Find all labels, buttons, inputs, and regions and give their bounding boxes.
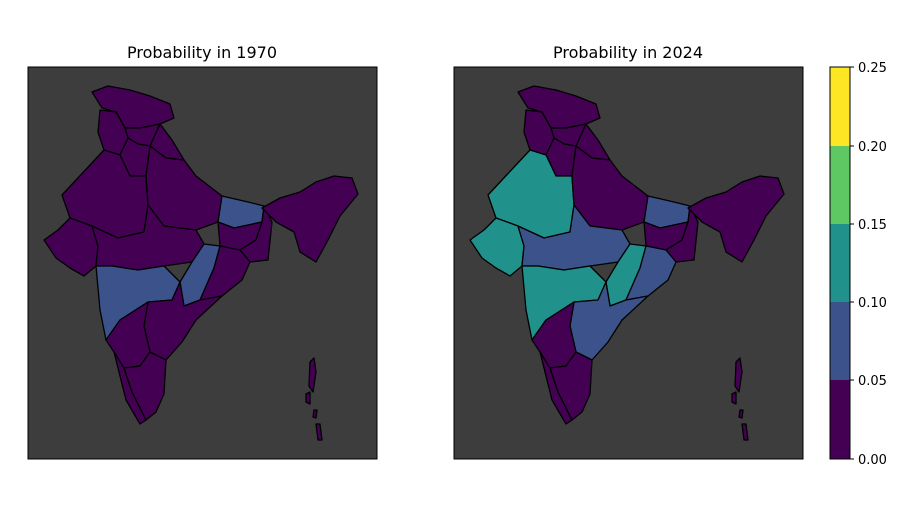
region-northeast <box>687 175 785 263</box>
india-regions-1970 <box>43 85 359 441</box>
region-andaman-nicobar <box>731 357 749 441</box>
island-shape <box>308 357 317 393</box>
colorbar-tick-label: 0.00 <box>858 453 887 468</box>
map-panel-1970: Probability in 1970 <box>27 43 378 460</box>
island-shape <box>315 423 323 441</box>
map-frame <box>27 66 378 460</box>
colorbar-bin-0 <box>830 380 850 459</box>
region-tamil-nadu <box>123 351 167 421</box>
colorbar-tick-label: 0.25 <box>858 61 887 76</box>
colorbar-bin-4 <box>830 67 850 146</box>
india-regions-2024 <box>469 85 785 441</box>
island-shape <box>741 423 749 441</box>
island-shape <box>738 409 744 419</box>
island-shape <box>731 391 737 405</box>
island-shape <box>734 357 743 393</box>
map-frame <box>453 66 804 460</box>
colorbar-tick-label: 0.20 <box>858 140 887 155</box>
island-shape <box>312 409 318 419</box>
colorbar-bin-3 <box>830 146 850 224</box>
island-shape <box>305 391 311 405</box>
colorbar-frame <box>829 66 851 460</box>
colorbar-tick-label: 0.10 <box>858 296 887 311</box>
map-panel-2024: Probability in 2024 <box>453 43 804 460</box>
india-map <box>43 85 359 441</box>
region-northeast <box>261 175 359 263</box>
colorbar-tick-label: 0.15 <box>858 218 887 233</box>
colorbar-tick-label: 0.05 <box>858 374 887 389</box>
colorbar-bin-2 <box>830 224 850 302</box>
colorbar: 0.00 0.05 0.10 0.15 0.20 0.25 <box>829 61 887 468</box>
map-title: Probability in 2024 <box>553 43 703 62</box>
map-title: Probability in 1970 <box>127 43 277 62</box>
region-andaman-nicobar <box>305 357 323 441</box>
colorbar-bin-1 <box>830 302 850 380</box>
region-tamil-nadu <box>549 351 593 421</box>
india-map <box>469 85 785 441</box>
